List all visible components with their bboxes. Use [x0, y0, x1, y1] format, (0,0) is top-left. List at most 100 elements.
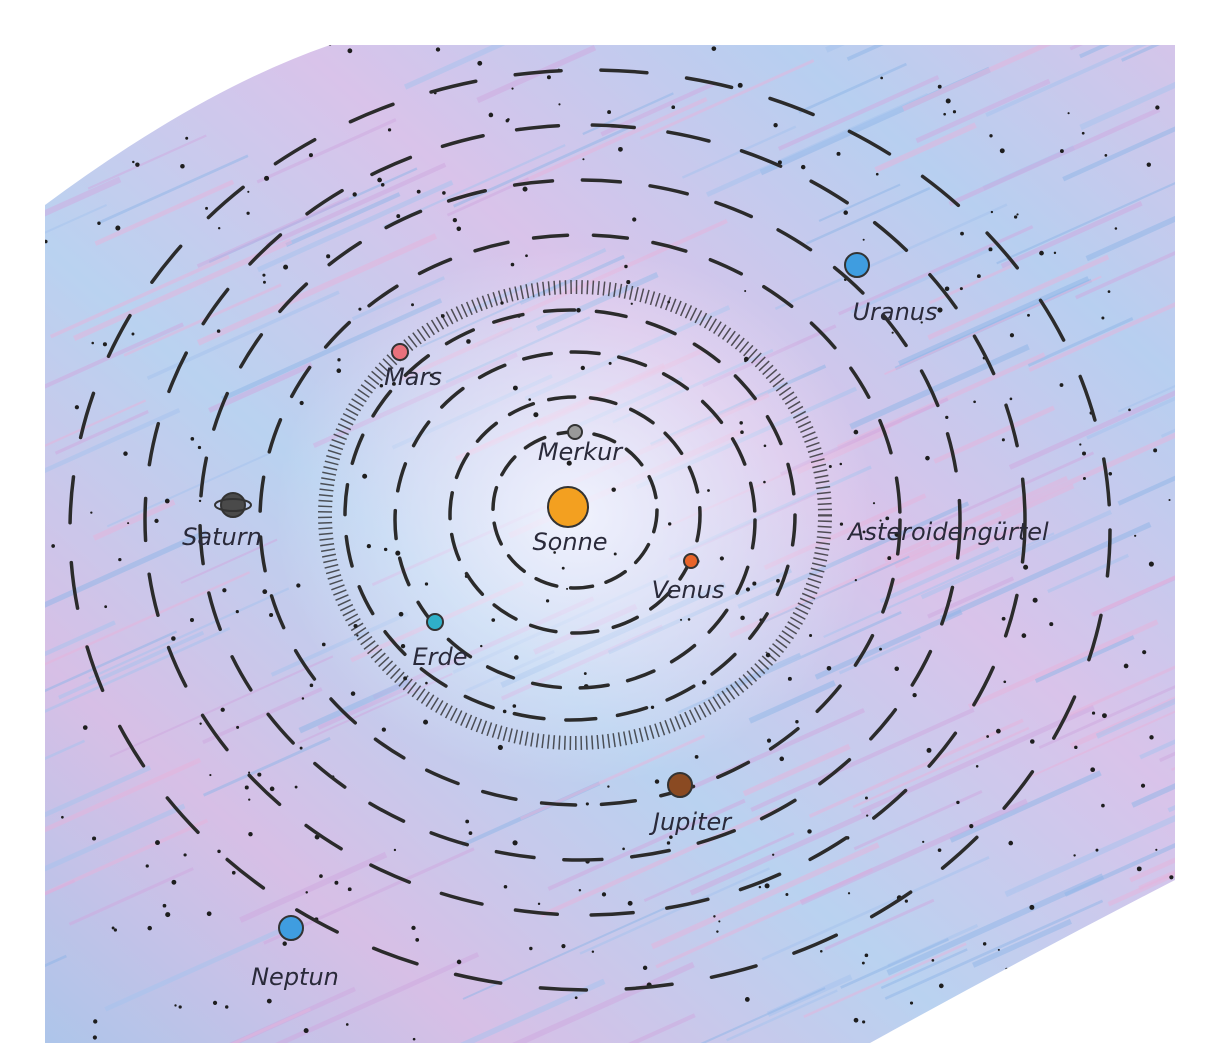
star	[986, 735, 989, 738]
star	[853, 1017, 859, 1023]
hatch-stroke	[519, 97, 708, 185]
star	[309, 683, 314, 688]
star	[348, 38, 351, 41]
star	[707, 489, 710, 492]
star	[512, 704, 517, 708]
star	[1211, 772, 1213, 774]
star	[294, 785, 298, 789]
star	[6, 173, 8, 175]
hatch-stroke	[45, 407, 181, 490]
star	[687, 618, 691, 621]
hatch-stroke	[1129, 796, 1175, 883]
hatch-stroke	[98, 56, 190, 100]
star	[779, 756, 785, 762]
star	[442, 191, 446, 195]
star	[319, 874, 323, 878]
star	[744, 997, 750, 1002]
star	[872, 502, 876, 505]
star	[212, 1000, 218, 1006]
star	[1189, 401, 1193, 405]
hatch-stroke	[202, 736, 331, 797]
star	[392, 381, 396, 386]
star	[425, 681, 428, 685]
star	[1001, 616, 1006, 621]
star	[118, 557, 122, 562]
star	[468, 831, 473, 835]
star	[416, 189, 421, 194]
hatch-stroke	[1047, 553, 1130, 594]
star	[197, 445, 202, 450]
jupiter	[667, 772, 693, 798]
hatch-stroke	[798, 62, 907, 114]
saturn-ring	[214, 498, 252, 512]
star	[248, 798, 251, 801]
star	[558, 103, 561, 106]
hatch-stroke	[54, 410, 149, 455]
star	[171, 879, 177, 885]
hatch-stroke	[1131, 719, 1175, 808]
star	[1136, 866, 1142, 872]
star	[1049, 622, 1054, 627]
hatch-stroke	[45, 176, 122, 252]
star	[82, 725, 88, 730]
star	[776, 578, 780, 583]
star	[999, 148, 1005, 154]
star	[4, 853, 7, 856]
neptune	[278, 915, 304, 941]
star	[1104, 153, 1108, 157]
star	[92, 836, 97, 841]
star	[938, 983, 944, 989]
star	[381, 727, 386, 732]
star	[613, 18, 617, 22]
star	[1108, 471, 1113, 476]
star	[1021, 633, 1027, 638]
star	[960, 231, 964, 236]
hatch-stroke	[915, 78, 1051, 144]
hatch-stroke	[1191, 797, 1221, 881]
star	[512, 840, 518, 846]
hatch-stroke	[97, 154, 249, 225]
hatch-stroke	[45, 203, 108, 256]
star	[632, 217, 637, 222]
star	[132, 160, 135, 164]
hatch-stroke	[1181, 21, 1221, 63]
hatch-stroke	[761, 856, 990, 961]
star	[61, 815, 64, 819]
star	[752, 581, 757, 586]
hatch-stroke	[818, 183, 901, 223]
star	[777, 160, 782, 165]
star	[847, 892, 851, 895]
star	[862, 530, 866, 534]
star	[1009, 333, 1015, 338]
hatch-stroke	[547, 798, 746, 891]
uranus-label: Uranus	[852, 298, 937, 326]
mars-label: Mars	[384, 363, 442, 391]
star	[982, 942, 987, 946]
star	[836, 151, 841, 156]
hatch-stroke	[45, 954, 67, 1015]
hatch-stroke	[104, 922, 295, 1012]
star	[347, 48, 353, 54]
star	[740, 615, 745, 621]
star	[943, 112, 946, 116]
hatch-stroke	[846, 45, 1038, 62]
hatch-stroke	[106, 452, 269, 528]
star	[147, 925, 152, 931]
star	[843, 210, 848, 215]
star	[45, 239, 48, 244]
star	[1101, 316, 1105, 320]
hatch-stroke	[256, 118, 397, 184]
star	[17, 361, 19, 363]
star	[739, 421, 743, 425]
star	[773, 123, 778, 128]
saturn-label: Saturn	[182, 523, 262, 551]
star	[92, 1035, 97, 1040]
star	[785, 892, 789, 896]
star	[694, 754, 699, 759]
hatch-stroke	[45, 399, 147, 449]
star	[225, 1005, 229, 1009]
star	[115, 2, 118, 5]
orbit	[258, 233, 902, 807]
star	[737, 82, 743, 88]
